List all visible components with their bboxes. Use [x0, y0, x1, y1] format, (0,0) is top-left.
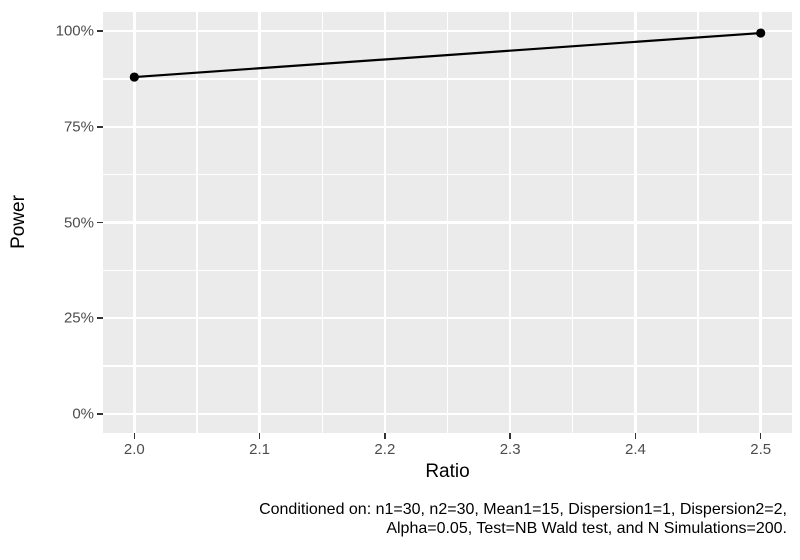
- x-tick-label: 2.0: [123, 441, 145, 458]
- y-minor-gridline: [103, 269, 792, 271]
- data-point: [129, 72, 139, 82]
- x-tick-label: 2.5: [750, 441, 772, 458]
- x-tick-mark: [759, 433, 762, 439]
- y-axis-title: Power: [8, 195, 29, 249]
- y-minor-gridline: [103, 78, 792, 80]
- x-tick-mark: [258, 433, 261, 439]
- x-tick-label: 2.4: [624, 441, 646, 458]
- x-tick-mark: [133, 433, 136, 439]
- plot-series-layer: [129, 28, 766, 82]
- y-minor-gridline: [103, 174, 792, 176]
- y-tick-mark: [97, 30, 103, 32]
- y-minor-gridline: [103, 365, 792, 367]
- x-tick-label: 2.1: [249, 441, 271, 458]
- y-tick-label: 75%: [63, 118, 94, 136]
- y-tick-mark: [97, 413, 103, 415]
- x-tick-label: 2.2: [374, 441, 396, 458]
- caption-line-2: Alpha=0.05, Test=NB Wald test, and N Sim…: [386, 519, 787, 537]
- caption-line-1: Conditioned on: n1=30, n2=30, Mean1=15, …: [259, 501, 787, 518]
- y-tick-mark: [97, 126, 103, 128]
- y-tick-label: 25%: [63, 309, 94, 327]
- y-major-gridline: [103, 125, 792, 129]
- x-tick-mark: [509, 433, 511, 439]
- data-point: [756, 28, 766, 38]
- x-tick-mark: [634, 433, 637, 439]
- y-tick-label: 100%: [55, 22, 94, 40]
- y-major-gridline: [103, 412, 792, 416]
- x-tick-label: 2.3: [499, 441, 521, 458]
- y-major-gridline: [103, 316, 792, 320]
- y-tick-mark: [97, 221, 103, 224]
- y-major-gridline: [103, 221, 792, 224]
- y-major-gridline: [103, 29, 792, 33]
- power-line: [134, 31, 761, 79]
- y-tick-mark: [97, 317, 103, 319]
- plot-panel: [103, 12, 792, 433]
- x-axis-title: Ratio: [425, 461, 470, 482]
- caption: Conditioned on: n1=30, n2=30, Mean1=15, …: [259, 501, 787, 538]
- x-tick-mark: [384, 433, 386, 439]
- y-tick-label: 50%: [63, 214, 94, 231]
- y-tick-label: 0%: [72, 405, 94, 423]
